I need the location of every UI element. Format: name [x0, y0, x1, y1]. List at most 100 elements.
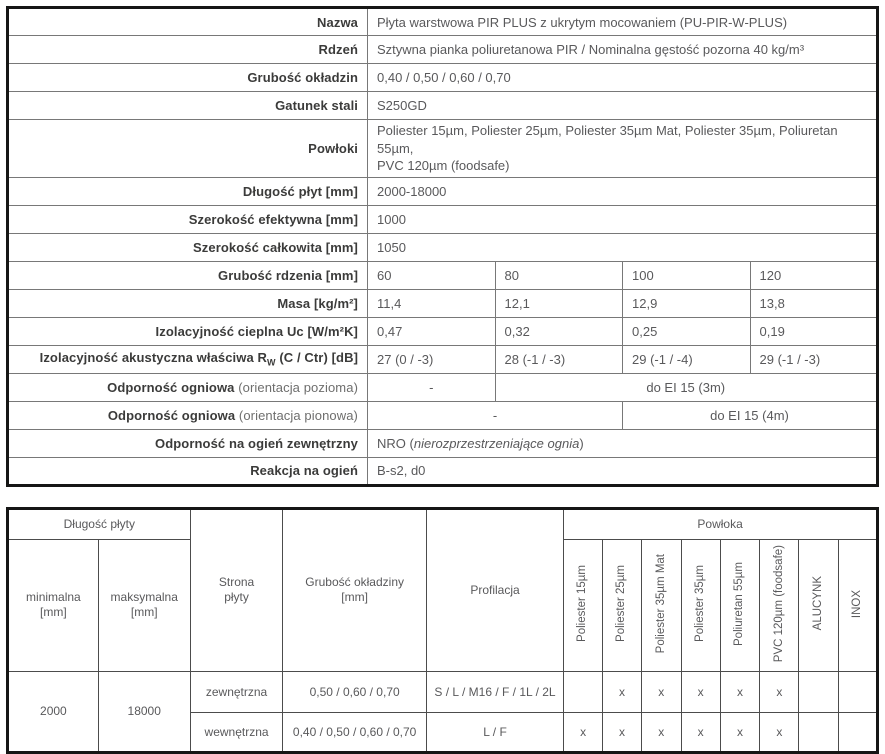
- row-value-80: 80: [494, 260, 623, 290]
- cell-length-max: 18000: [97, 670, 191, 753]
- cell-mark: x: [640, 670, 682, 713]
- row-label-note: (orientacja pionowa): [238, 407, 358, 423]
- row-label: Szerokość efektywna [mm]: [7, 204, 368, 234]
- row-value-120: 0,19: [749, 316, 878, 346]
- row-value-dash: -: [367, 400, 623, 430]
- table-row: wewnętrzna 0,40 / 0,50 / 0,60 / 0,70 L /…: [8, 711, 878, 753]
- dimensions-table: Długość płyty Strona płyty Grubość okład…: [6, 506, 879, 754]
- row-value-text: NRO (: [377, 435, 414, 451]
- table-row: Szerokość efektywna [mm] 1000: [7, 204, 878, 234]
- cell-profiling: S / L / M16 / F / 1L / 2L: [425, 670, 565, 713]
- cell-mark: x: [680, 670, 721, 713]
- cell-mark: [838, 670, 878, 713]
- row-label: Odporność na ogień zewnętrzny: [7, 428, 368, 458]
- table-row: Reakcja na ogień B-s2, d0: [7, 456, 878, 486]
- coating-label: Poliester 35µm Mat: [654, 553, 667, 654]
- cell-mark: x: [602, 711, 642, 753]
- row-label: Reakcja na ogień: [7, 456, 368, 486]
- row-value-80: 0,32: [494, 316, 623, 346]
- row-label: Nazwa: [7, 7, 368, 36]
- row-value-120: 120: [749, 260, 878, 290]
- row-value-60: 0,47: [367, 316, 496, 346]
- cell-mark: x: [602, 670, 642, 713]
- row-value: Płyta warstwowa PIR PLUS z ukrytym mocow…: [367, 7, 878, 36]
- header-coating: ALUCYNK: [798, 538, 840, 672]
- row-label: Izolacyjność akustyczna właściwa RW (C /…: [7, 344, 368, 374]
- table-row: Odporność ogniowa (orientacja pionowa) -…: [7, 400, 878, 430]
- row-value-60: 27 (0 / -3): [367, 344, 496, 374]
- row-value-dash: -: [367, 372, 496, 402]
- table-row: Izolacyjność akustyczna właściwa RW (C /…: [7, 344, 878, 374]
- header-profiling: Profilacja: [425, 507, 565, 672]
- row-value-80: 12,1: [494, 288, 623, 318]
- table-row: Izolacyjność cieplna Uc [W/m²K] 0,47 0,3…: [7, 316, 878, 346]
- spec-table: Nazwa Płyta warstwowa PIR PLUS z ukrytym…: [6, 6, 879, 487]
- row-label: Powłoki: [7, 119, 368, 178]
- cell-mark: [798, 670, 840, 713]
- header-coating: Poliuretan 55µm: [719, 538, 761, 672]
- row-label: Grubość okładzin: [7, 63, 368, 92]
- cell-side: wewnętrzna: [189, 711, 284, 753]
- table-row: 2000 18000 zewnętrzna 0,50 / 0,60 / 0,70…: [7, 670, 878, 753]
- header-coating: INOX: [838, 538, 878, 672]
- row-value-80: 28 (-1 / -3): [494, 344, 623, 374]
- header-length-max: maksymalna [mm]: [97, 538, 191, 672]
- row-value: NRO (nierozprzestrzeniające ognia): [367, 428, 878, 458]
- row-value-100: 0,25: [622, 316, 751, 346]
- row-value: B-s2, d0: [367, 456, 878, 486]
- header-coating: Poliester 35µm Mat: [640, 538, 682, 672]
- coating-label: Poliester 25µm: [615, 565, 628, 643]
- cell-mark: x: [563, 711, 604, 753]
- row-label: Odporność ogniowa (orientacja pionowa): [7, 400, 368, 430]
- cell-mark: x: [719, 711, 761, 753]
- row-label: Izolacyjność cieplna Uc [W/m²K]: [7, 316, 368, 346]
- header-coating: PVC 120µm (foodsafe): [759, 538, 800, 672]
- row-value: Poliester 15µm, Poliester 25µm, Polieste…: [367, 119, 878, 178]
- row-value-60: 11,4: [367, 288, 496, 318]
- table-row: Grubość rdzenia [mm] 60 80 100 120: [7, 260, 878, 290]
- cell-mark: x: [759, 711, 800, 753]
- table-row: Powłoki Poliester 15µm, Poliester 25µm, …: [7, 119, 878, 178]
- row-value-60: 60: [367, 260, 496, 290]
- cell-mark: [838, 711, 878, 753]
- row-value-100: 12,9: [622, 288, 751, 318]
- cell-mark: x: [640, 711, 682, 753]
- cell-facing-thickness: 0,50 / 0,60 / 0,70: [282, 670, 427, 713]
- row-value: do EI 15 (3m): [494, 372, 878, 402]
- table-row: Nazwa Płyta warstwowa PIR PLUS z ukrytym…: [7, 7, 878, 36]
- header-coating-group: Powłoka: [563, 507, 878, 540]
- row-value-100: 29 (-1 / -4): [622, 344, 751, 374]
- coating-label: PVC 120µm (foodsafe): [772, 545, 785, 663]
- cell-mark: x: [680, 711, 721, 753]
- cell-mark: x: [759, 670, 800, 713]
- cell-mark: [563, 670, 604, 713]
- row-value: 1050: [367, 232, 878, 262]
- coating-label: Poliuretan 55µm: [733, 561, 746, 646]
- row-label: Grubość rdzenia [mm]: [7, 260, 368, 290]
- row-label: Gatunek stali: [7, 91, 368, 120]
- table-row: Odporność ogniowa (orientacja pozioma) -…: [7, 372, 878, 402]
- table-row: Szerokość całkowita [mm] 1050: [7, 232, 878, 262]
- header-coating: Poliester 25µm: [602, 538, 642, 672]
- row-value: Sztywna pianka poliuretanowa PIR / Nomin…: [367, 35, 878, 64]
- row-label-text: Odporność ogniowa: [107, 407, 236, 423]
- row-value: 0,40 / 0,50 / 0,60 / 0,70: [367, 63, 878, 92]
- row-value-100: 100: [622, 260, 751, 290]
- header-coating: Poliester 15µm: [563, 538, 604, 672]
- row-label-subscript: W: [267, 357, 276, 368]
- row-value-text: ): [579, 435, 584, 451]
- row-value: do EI 15 (4m): [622, 400, 878, 430]
- coating-label: Poliester 35µm: [693, 565, 706, 643]
- row-value-120: 29 (-1 / -3): [749, 344, 878, 374]
- row-value-italic: nierozprzestrzeniające ognia: [413, 435, 580, 451]
- header-row-sub: minimalna [mm] maksymalna [mm] Poliester…: [7, 538, 878, 672]
- coating-label: ALUCYNK: [811, 576, 824, 631]
- row-label-text: (C / Ctr) [dB]: [275, 350, 358, 366]
- row-value: S250GD: [367, 91, 878, 120]
- header-coating: Poliester 35µm: [680, 538, 721, 672]
- header-panel-length: Długość płyty: [7, 507, 191, 540]
- table-row: Długość płyt [mm] 2000-18000: [7, 176, 878, 206]
- cell-mark: x: [719, 670, 761, 713]
- header-row-top: Długość płyty Strona płyty Grubość okład…: [7, 507, 878, 672]
